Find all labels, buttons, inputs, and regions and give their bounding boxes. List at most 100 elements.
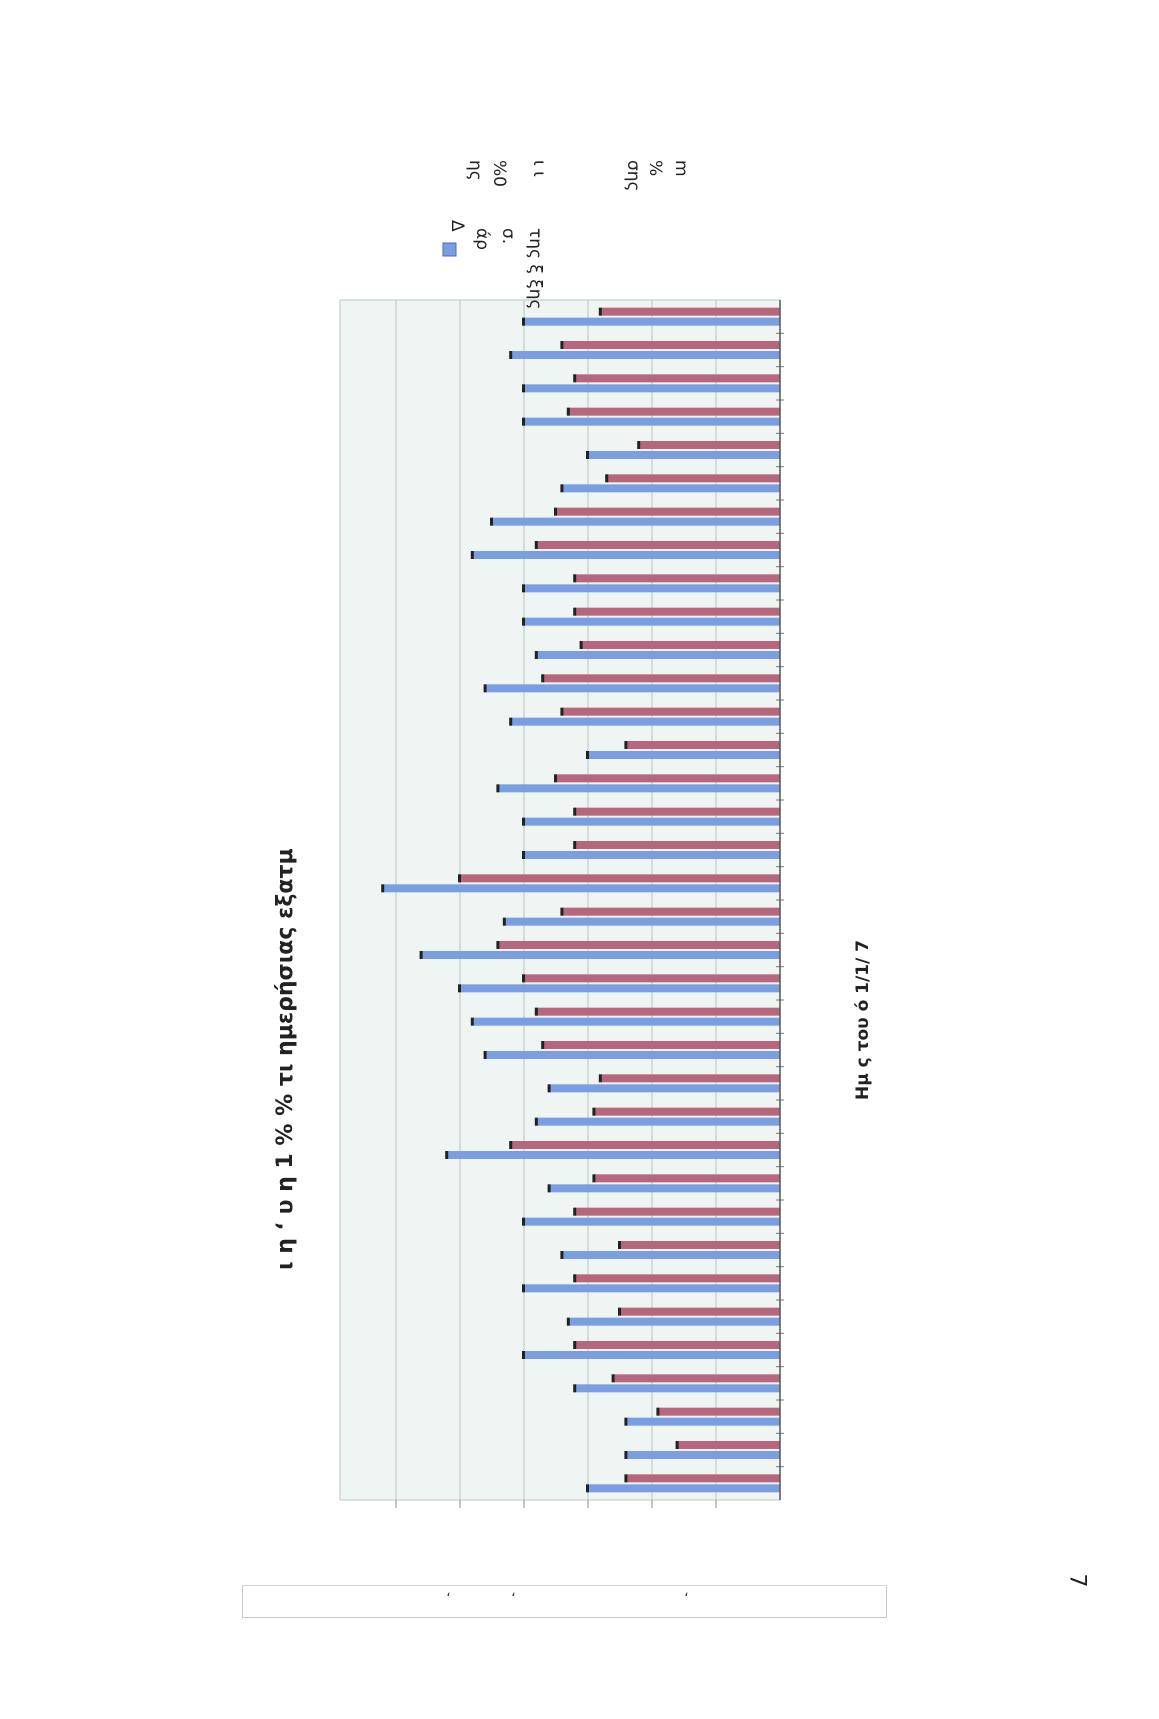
- bar-series-a: [421, 951, 780, 959]
- legend-text: ης: [465, 160, 485, 181]
- legend-text: σ.: [498, 228, 518, 244]
- bar-end-cap: [534, 541, 538, 549]
- bar-end-cap: [560, 484, 564, 493]
- bar-series-a: [511, 351, 780, 359]
- bar-series-b: [594, 1174, 780, 1183]
- legend-text: %0: [489, 160, 509, 187]
- gridlines: [395, 300, 717, 1500]
- bar-end-cap: [547, 1084, 551, 1093]
- bar-series-b: [562, 707, 780, 716]
- bar-end-cap: [560, 907, 564, 916]
- bar-end-cap: [592, 1107, 596, 1116]
- bar-end-cap: [624, 1417, 628, 1426]
- page-number: 7: [1064, 1573, 1090, 1588]
- bar-series-a: [549, 1084, 780, 1093]
- bar-series-a: [524, 851, 780, 859]
- legend-text: άρ: [472, 228, 492, 250]
- bars: [381, 307, 780, 1493]
- bar-end-cap: [496, 784, 500, 793]
- bar-end-cap: [624, 1451, 628, 1459]
- bar-series-b: [543, 674, 780, 683]
- bar-series-a: [549, 1184, 780, 1193]
- bar-series-a: [575, 1384, 780, 1393]
- bar-end-cap: [522, 417, 525, 426]
- bar-series-a: [588, 451, 780, 459]
- bar-series-b: [626, 741, 780, 749]
- bar-end-cap: [490, 517, 493, 526]
- bar-end-cap: [618, 1241, 621, 1249]
- bar-end-cap: [586, 751, 589, 759]
- scan-mark-2: ،: [511, 1584, 516, 1600]
- bar-end-cap: [522, 584, 525, 593]
- bar-series-a: [536, 1117, 780, 1126]
- bar-end-cap: [560, 341, 564, 349]
- scan-frame: [242, 1585, 887, 1618]
- bar-end-cap: [566, 1317, 570, 1326]
- bar-end-cap: [573, 1207, 577, 1216]
- bar-end-cap: [624, 741, 628, 749]
- legend-text: %: [645, 160, 665, 176]
- bar-series-b: [575, 1207, 780, 1216]
- bar-series-a: [524, 584, 780, 593]
- bar-end-cap: [656, 1407, 660, 1416]
- legend-text: σης: [623, 160, 643, 192]
- bar-end-cap: [419, 951, 423, 959]
- bar-end-cap: [541, 674, 545, 683]
- bar-end-cap: [381, 884, 385, 893]
- bar-series-b: [575, 1274, 780, 1283]
- bar-end-cap: [470, 551, 474, 559]
- bar-series-a: [485, 1051, 780, 1059]
- bar-series-b: [600, 1074, 780, 1083]
- bar-end-cap: [566, 407, 570, 416]
- bar-series-b: [600, 307, 780, 316]
- bar-end-cap: [509, 351, 513, 359]
- legend-text: της ξ ξης: [525, 228, 545, 310]
- bar-series-a: [383, 884, 780, 893]
- bar-series-b: [543, 1041, 780, 1049]
- bar-series-a: [524, 617, 780, 626]
- value-axis-ticks: [395, 300, 784, 1508]
- bar-series-a: [472, 551, 780, 559]
- bar-end-cap: [458, 984, 461, 993]
- bar-end-cap: [598, 307, 602, 316]
- bar-end-cap: [573, 1274, 577, 1283]
- bar-series-a: [536, 651, 780, 659]
- bar-series-a: [504, 917, 780, 926]
- bar-series-b: [460, 874, 780, 883]
- bar-end-cap: [541, 1041, 545, 1049]
- bar-end-cap: [579, 641, 583, 649]
- bar-end-cap: [522, 1351, 525, 1359]
- bar-series-a: [511, 717, 780, 726]
- bar-end-cap: [573, 1341, 577, 1349]
- bar-series-b: [613, 1374, 780, 1383]
- bar-series-b: [575, 1341, 780, 1349]
- bar-series-b: [524, 974, 780, 983]
- bar-series-b: [568, 407, 780, 416]
- bar-series-b: [658, 1407, 780, 1416]
- bar-end-cap: [534, 1007, 538, 1016]
- bar-end-cap: [560, 707, 564, 716]
- bar-end-cap: [586, 1484, 589, 1493]
- bar-end-cap: [509, 1141, 513, 1149]
- bar-series-b: [575, 374, 780, 383]
- plot-area: [339, 299, 781, 1501]
- bar-end-cap: [573, 1384, 577, 1393]
- bar-end-cap: [502, 917, 506, 926]
- bar-series-b: [626, 1474, 780, 1483]
- bar-series-a: [562, 1251, 780, 1259]
- chart-title: ι η ‘ υ η 1 % % τι ημερήσιας εξατμ: [273, 848, 298, 1270]
- bar-series-a: [568, 1317, 780, 1326]
- bar-end-cap: [573, 607, 577, 616]
- bar-end-cap: [522, 851, 525, 859]
- scan-mark-1: ،: [446, 1584, 451, 1600]
- bar-series-b: [575, 807, 780, 816]
- bar-end-cap: [458, 874, 461, 883]
- bar-end-cap: [573, 374, 577, 383]
- bar-series-a: [524, 1351, 780, 1359]
- bar-end-cap: [611, 1374, 615, 1383]
- bar-series-a: [626, 1417, 780, 1426]
- bar-series-a: [524, 1284, 780, 1293]
- bar-end-cap: [522, 1217, 525, 1226]
- bar-series-a: [588, 1484, 780, 1493]
- legend-text: m: [671, 160, 691, 177]
